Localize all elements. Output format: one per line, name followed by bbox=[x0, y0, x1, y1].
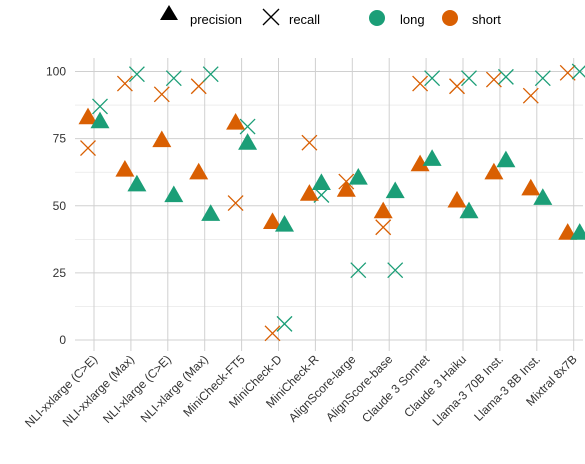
precision-long-point bbox=[386, 181, 405, 198]
precision-short-point bbox=[521, 179, 540, 196]
recall-long-point bbox=[93, 99, 108, 114]
y-tick-label: 0 bbox=[59, 333, 66, 347]
precision-short-point bbox=[115, 160, 134, 177]
y-tick-label: 75 bbox=[53, 132, 67, 146]
x-tick-label: AlignScore-large bbox=[286, 352, 359, 425]
grid-layer bbox=[75, 58, 583, 351]
y-axis-tick-labels: 0 25 50 75 100 bbox=[46, 65, 66, 348]
recall-short-point bbox=[265, 326, 280, 341]
recall-short-point bbox=[117, 76, 132, 91]
recall-short-point bbox=[228, 196, 243, 211]
x-tick-label: Llama-3 8B Inst. bbox=[471, 352, 543, 424]
precision-short-point bbox=[189, 163, 208, 180]
recall-long-point bbox=[203, 67, 218, 82]
y-tick-label: 100 bbox=[46, 65, 66, 79]
precision-short-point bbox=[448, 191, 467, 208]
recall-short-point bbox=[376, 220, 391, 235]
recall-short-point bbox=[523, 88, 538, 103]
legend-recall-label: recall bbox=[289, 12, 320, 27]
precision-long-point bbox=[312, 173, 331, 190]
legend-long-dot-icon bbox=[369, 10, 385, 26]
legend-precision-label: precision bbox=[190, 12, 242, 27]
precision-long-point bbox=[423, 149, 442, 166]
precision-short-point bbox=[374, 202, 393, 219]
recall-markers bbox=[81, 64, 585, 341]
x-axis-tick-labels: NLI-xxlarge (C>E)NLI-xxlarge (Max)NLI-xl… bbox=[22, 352, 580, 431]
precision-markers bbox=[79, 108, 585, 240]
x-tick-label: AlignScore-base bbox=[323, 352, 395, 424]
legend-long-label: long bbox=[400, 12, 425, 27]
y-tick-label: 50 bbox=[53, 199, 67, 213]
x-tick-label: NLI-xlarge (Max) bbox=[138, 352, 211, 425]
recall-long-point bbox=[351, 263, 366, 278]
y-tick-label: 25 bbox=[53, 266, 67, 280]
legend-short-label: short bbox=[472, 12, 501, 27]
legend-recall-cross-icon bbox=[263, 9, 279, 25]
precision-long-point bbox=[201, 204, 220, 221]
recall-long-point bbox=[425, 71, 440, 86]
recall-long-point bbox=[462, 71, 477, 86]
legend: precision recall long short bbox=[160, 5, 501, 27]
precision-long-point bbox=[164, 186, 183, 203]
recall-long-point bbox=[535, 71, 550, 86]
recall-long-point bbox=[166, 71, 181, 86]
recall-long-point bbox=[129, 67, 144, 82]
recall-long-point bbox=[277, 316, 292, 331]
legend-short-dot-icon bbox=[442, 10, 458, 26]
recall-short-point bbox=[81, 141, 96, 156]
precision-long-point bbox=[238, 133, 257, 150]
recall-short-point bbox=[413, 76, 428, 91]
recall-long-point bbox=[388, 263, 403, 278]
recall-short-point bbox=[154, 87, 169, 102]
precision-long-point bbox=[496, 151, 515, 168]
precision-long-point bbox=[127, 175, 146, 192]
recall-short-point bbox=[302, 135, 317, 150]
legend-precision-triangle-icon bbox=[160, 5, 178, 20]
recall-short-point bbox=[450, 79, 465, 94]
recall-short-point bbox=[486, 72, 501, 87]
